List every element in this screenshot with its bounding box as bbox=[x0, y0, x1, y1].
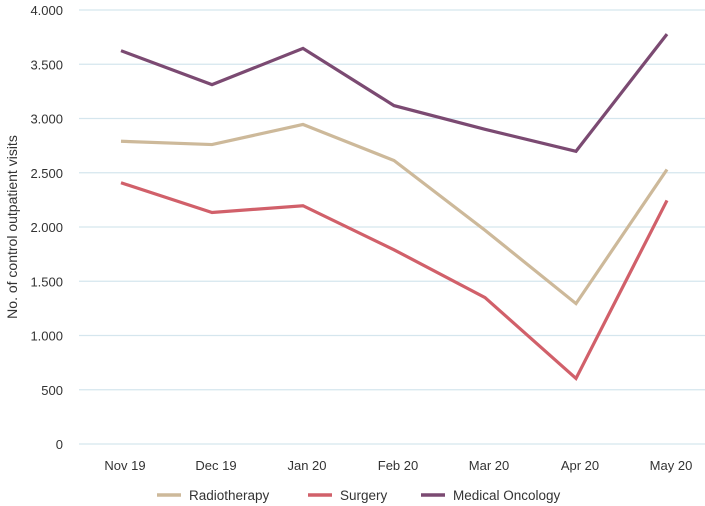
legend-label: Medical Oncology bbox=[453, 488, 561, 503]
y-tick-label: 2.000 bbox=[30, 220, 63, 235]
x-tick-label: Apr 20 bbox=[561, 458, 599, 473]
x-tick-label: Nov 19 bbox=[104, 458, 145, 473]
legend-label: Radiotherapy bbox=[189, 488, 270, 503]
x-tick-label: Feb 20 bbox=[378, 458, 418, 473]
y-tick-label: 1.500 bbox=[30, 274, 63, 289]
x-tick-label: Mar 20 bbox=[469, 458, 509, 473]
series-line-surgery bbox=[120, 181, 669, 382]
series-line-medical-oncology bbox=[120, 33, 669, 154]
legend-label: Surgery bbox=[340, 488, 388, 503]
x-tick-label: May 20 bbox=[650, 458, 693, 473]
y-tick-label: 500 bbox=[41, 383, 63, 398]
y-tick-label: 0 bbox=[56, 437, 63, 452]
y-axis-label: No. of control outpatient visits bbox=[4, 135, 20, 319]
x-tick-label: Dec 19 bbox=[195, 458, 236, 473]
y-tick-label: 1.000 bbox=[30, 329, 63, 344]
y-tick-label: 2.500 bbox=[30, 166, 63, 181]
y-tick-label: 4.000 bbox=[30, 3, 63, 18]
y-tick-label: 3.000 bbox=[30, 112, 63, 127]
x-tick-label: Jan 20 bbox=[287, 458, 326, 473]
y-tick-label: 3.500 bbox=[30, 57, 63, 72]
series-line-radiotherapy bbox=[120, 122, 669, 306]
